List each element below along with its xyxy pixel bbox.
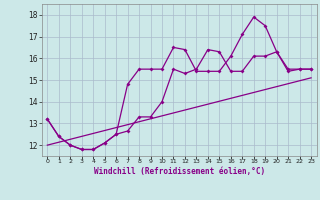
X-axis label: Windchill (Refroidissement éolien,°C): Windchill (Refroidissement éolien,°C): [94, 167, 265, 176]
